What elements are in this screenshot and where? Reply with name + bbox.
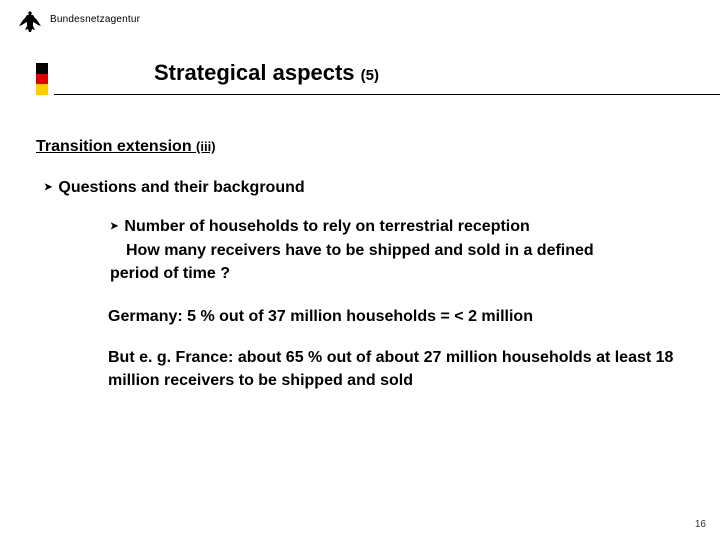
block1-line3: period of time ? — [110, 265, 230, 282]
subtitle-paren: (iii) — [196, 139, 216, 154]
title-underline: Strategical aspects (5) — [54, 60, 720, 95]
subtitle-main: Transition extension — [36, 138, 192, 155]
bullet-icon: ➤ — [110, 221, 118, 232]
block3-line1: But e. g. France: — [108, 349, 233, 366]
title-main: Strategical aspects — [154, 60, 355, 85]
block-germany: Germany: 5 % out of 37 million household… — [108, 305, 684, 328]
block1-line1: Number of households to rely on terrestr… — [124, 218, 529, 235]
block2-text: Germany: 5 % out of 37 million household… — [108, 308, 533, 325]
title-paren: (5) — [361, 67, 379, 84]
page-number: 16 — [695, 519, 706, 530]
title-row: Strategical aspects (5) — [0, 60, 720, 95]
level1-bullet: ➤ Questions and their background — [44, 176, 684, 199]
flag-icon — [36, 63, 48, 95]
org-name: Bundesnetzagentur — [50, 8, 140, 25]
content: Transition extension (iii) ➤ Questions an… — [0, 95, 720, 393]
slide-title: Strategical aspects (5) — [54, 60, 720, 86]
subtitle: Transition extension (iii) — [36, 135, 684, 158]
bullet-icon: ➤ — [44, 182, 52, 193]
level1-text: Questions and their background — [58, 179, 304, 196]
flag-stripe-black — [36, 63, 48, 74]
block3-line2: about 65 % out of about 27 million house… — [238, 349, 592, 366]
slide: Bundesnetzagentur Strategical aspects (5… — [0, 0, 720, 540]
block1-line2: How many receivers have to be shipped an… — [126, 242, 594, 259]
block-france: But e. g. France: about 65 % out of abou… — [108, 346, 684, 392]
header: Bundesnetzagentur — [0, 0, 720, 36]
block-households: ➤ Number of households to rely on terrest… — [82, 215, 684, 285]
flag-stripe-gold — [36, 84, 48, 95]
flag-stripe-red — [36, 74, 48, 85]
eagle-icon — [18, 10, 42, 36]
